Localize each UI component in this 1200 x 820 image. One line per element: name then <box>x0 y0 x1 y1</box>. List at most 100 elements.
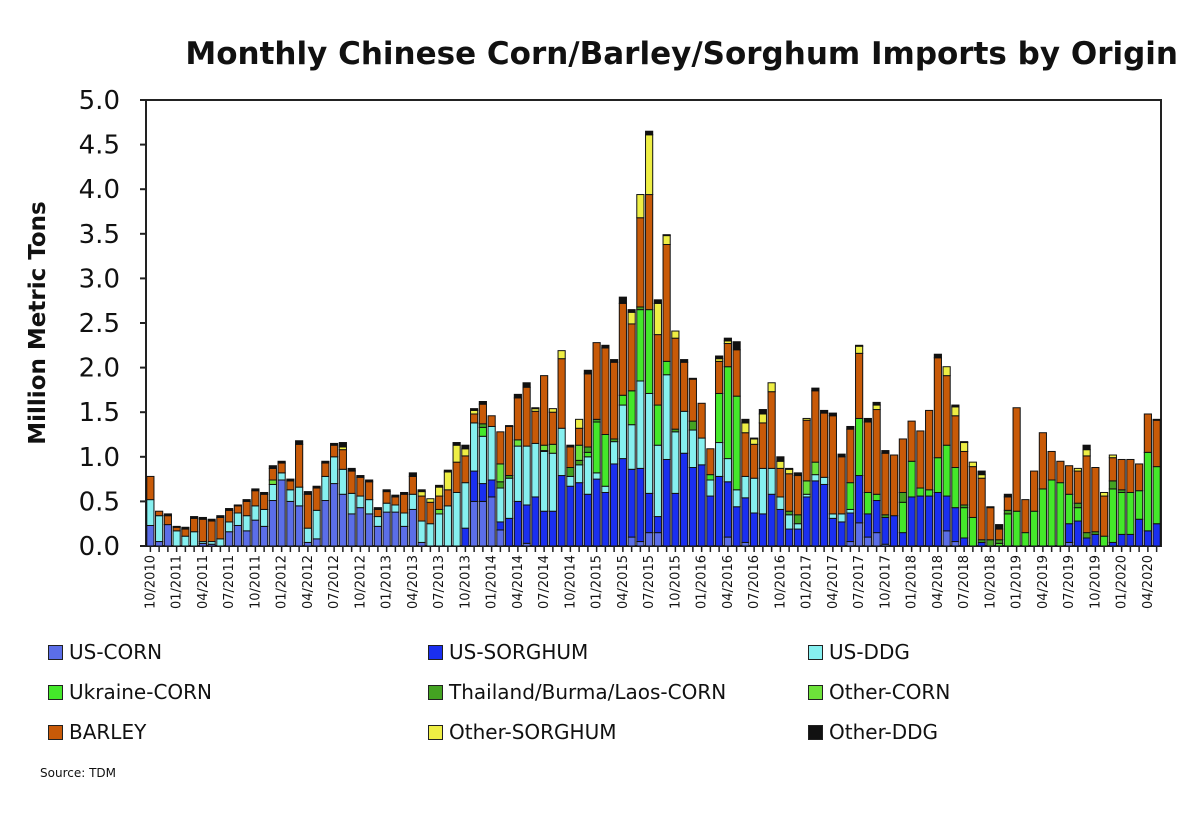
bar-segment-barley <box>443 489 452 507</box>
bar-segment-other-sorghum <box>951 406 960 417</box>
bar-stack <box>1143 413 1152 547</box>
y-tick-label: 0.5 <box>79 487 120 517</box>
bar-segment-other-sorghum <box>758 413 767 424</box>
bar-segment-us-ddg <box>155 515 164 543</box>
bar-segment-us-sorghum <box>793 528 802 547</box>
bar-segment-barley <box>365 481 374 501</box>
bar-segment-ukraine-corn <box>960 507 969 539</box>
bar-segment-us-sorghum <box>837 521 846 547</box>
x-tick-label: 01/2015 <box>590 555 605 609</box>
bar-segment-other-ddg <box>645 130 654 136</box>
bar-segment-other-ddg <box>338 442 347 448</box>
bar-segment-us-ddg <box>618 404 627 460</box>
bar-stack <box>400 491 409 547</box>
bar-segment-barley <box>435 495 444 510</box>
bar-segment-us-ddg <box>408 493 417 510</box>
bar-segment-barley <box>1021 499 1030 534</box>
x-tick-label: 04/2020 <box>1141 555 1156 609</box>
bar-stack <box>531 407 540 547</box>
bar-segment-other-sorghum <box>855 345 864 354</box>
bar-segment-barley <box>767 391 776 469</box>
bar-segment-us-ddg <box>146 499 155 526</box>
bar-segment-barley <box>478 403 487 425</box>
legend-swatch <box>48 684 63 700</box>
bar-segment-us-sorghum <box>583 493 592 547</box>
bar-segment-us-ddg <box>811 474 820 482</box>
bar-segment-us-sorghum <box>951 507 960 543</box>
bar-segment-us-corn <box>723 536 732 547</box>
bar-segment-other-sorghum <box>452 444 461 463</box>
bar-segment-us-corn <box>373 525 382 547</box>
bar-stack <box>172 525 181 547</box>
bar-stack <box>688 377 697 547</box>
bar-stack <box>1152 418 1161 547</box>
bar-segment-us-ddg <box>496 487 505 523</box>
bar-segment-us-ddg <box>382 502 391 513</box>
bar-stack <box>636 194 645 547</box>
bar-segment-us-ddg <box>426 523 435 547</box>
bar-segment-us-corn <box>155 541 164 547</box>
x-tick-label: 10/2019 <box>1088 555 1103 609</box>
bar-stack <box>163 513 172 547</box>
bar-segment-us-sorghum <box>1108 541 1117 547</box>
bar-segment-us-sorghum <box>496 521 505 531</box>
bar-segment-barley <box>1152 419 1161 468</box>
bar-segment-us-corn <box>942 530 951 547</box>
bar-segment-us-sorghum <box>513 500 522 547</box>
bar-segment-ukraine-corn <box>925 489 934 497</box>
bar-stack <box>785 467 794 547</box>
bar-stack <box>898 438 907 547</box>
bar-segment-us-sorghum <box>846 512 855 543</box>
bar-segment-other-ddg <box>601 344 610 349</box>
bar-segment-other-sorghum <box>671 330 680 339</box>
bar-stack <box>662 234 671 547</box>
bar-segment-barley <box>1082 455 1091 534</box>
bar-segment-us-sorghum <box>662 458 671 547</box>
bar-segment-other-ddg <box>207 518 216 522</box>
bar-segment-other-sorghum <box>636 194 645 219</box>
bar-segment-barley <box>461 455 470 484</box>
bar-segment-us-sorghum <box>1117 533 1126 547</box>
bar-stack <box>566 444 575 547</box>
bar-stack <box>610 359 619 547</box>
bar-stack <box>916 430 925 547</box>
bar-stack <box>338 442 347 547</box>
bar-segment-us-ddg <box>391 504 400 513</box>
bar-segment-us-sorghum <box>697 464 706 547</box>
bar-segment-other-ddg <box>373 507 382 510</box>
x-tick-label: 10/2013 <box>458 555 473 609</box>
bar-segment-thailand-burma-laos-corn <box>995 539 1004 544</box>
y-tick-label: 0.0 <box>79 532 120 562</box>
bar-segment-us-ddg <box>557 427 566 477</box>
bar-segment-us-ddg <box>233 512 242 526</box>
bar-segment-other-ddg <box>190 516 199 519</box>
bar-segment-us-corn <box>268 500 277 547</box>
bar-segment-barley <box>548 411 557 445</box>
bar-segment-barley <box>750 443 759 479</box>
bar-segment-us-sorghum <box>557 475 566 547</box>
bar-segment-us-sorghum <box>680 452 689 547</box>
bar-segment-ukraine-corn <box>898 501 907 534</box>
bar-segment-us-ddg <box>688 429 697 469</box>
x-tick-label: 01/2020 <box>1115 555 1130 609</box>
bar-segment-other-ddg <box>260 491 269 495</box>
bar-segment-us-sorghum <box>855 475 864 524</box>
bar-segment-us-ddg <box>435 513 444 547</box>
bar-segment-us-ddg <box>653 444 662 518</box>
bar-segment-us-ddg <box>715 442 724 477</box>
bar-stack <box>723 337 732 547</box>
bar-segment-us-sorghum <box>618 458 627 547</box>
bar-segment-barley <box>1030 470 1039 512</box>
legend-label: US-CORN <box>69 640 163 664</box>
bar-segment-other-ddg <box>478 400 487 405</box>
bar-segment-thailand-burma-laos-corn <box>583 446 592 453</box>
bar-segment-us-corn <box>496 529 505 547</box>
bar-segment-other-ddg <box>461 444 470 450</box>
bar-segment-other-ddg <box>872 401 881 406</box>
bar-segment-us-ddg <box>785 514 794 530</box>
bar-segment-barley <box>802 419 811 482</box>
bar-segment-us-ddg <box>286 489 295 502</box>
bar-segment-ukraine-corn <box>715 392 724 444</box>
bar-segment-us-corn <box>146 524 155 547</box>
